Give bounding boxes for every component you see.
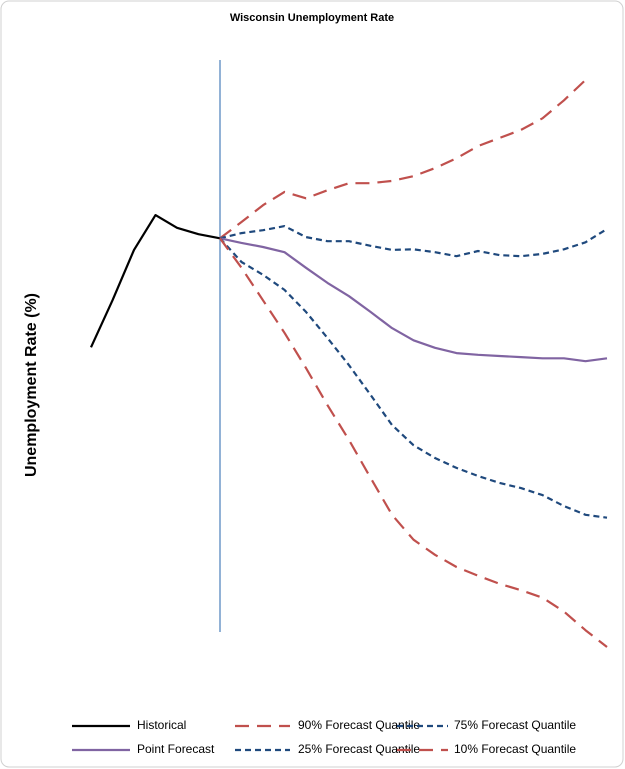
legend-label: 10% Forecast Quantile <box>454 742 576 756</box>
series-line <box>219 237 608 648</box>
chart-title: Wisconsin Unemployment Rate <box>230 12 394 24</box>
legend-label: 75% Forecast Quantile <box>454 718 576 732</box>
legend-label: 25% Forecast Quantile <box>298 742 420 756</box>
legend-label: 90% Forecast Quantile <box>298 718 420 732</box>
series-line <box>89 214 221 348</box>
series-line <box>219 237 608 363</box>
series-line <box>219 79 587 240</box>
series-line <box>219 225 608 258</box>
series-line <box>219 237 608 519</box>
legend-label: Historical <box>137 718 186 732</box>
legend-label: Point Forecast <box>137 742 215 756</box>
y-axis-label: Unemployment Rate (%) <box>23 293 40 477</box>
